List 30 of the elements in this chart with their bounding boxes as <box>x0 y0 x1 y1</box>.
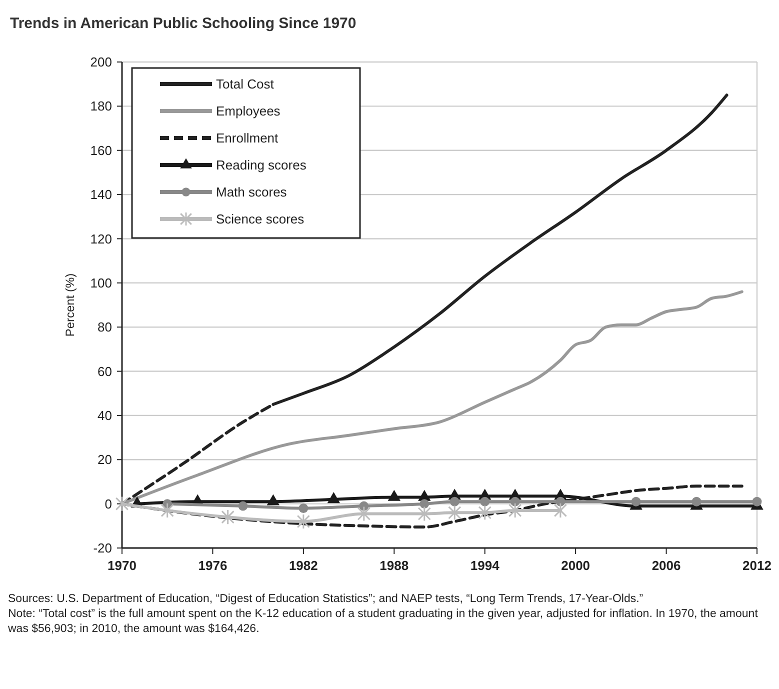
y-tick-label: 120 <box>90 231 112 246</box>
legend-label: Reading scores <box>216 158 307 173</box>
text: Note: “Total cost” is the full amount spent on the K-12 education of a student graduating in the given year, adjusted for inflation. In 1970, the amount was $56,903; in 2010, the amount was $164,426. <box>8 607 759 637</box>
x-tick-label: 1982 <box>288 558 318 573</box>
y-tick-label: 0 <box>104 496 112 512</box>
y-tick-label: 140 <box>90 187 112 202</box>
y-tick-label: 20 <box>98 452 112 468</box>
x-tick-label: 2006 <box>652 558 681 573</box>
x-tick-label: 2012 <box>742 558 772 573</box>
source-note: Sources: U.S. Department of Education, “Digest of Education Statistics”; and NAEP tests, “Long Term Trends, 17-Year-Olds.” <box>8 592 644 607</box>
x-tick-label: 1994 <box>470 558 500 573</box>
x-tick-label: 1976 <box>198 558 228 573</box>
legend-label: Math scores <box>216 184 288 200</box>
legend-label: Enrollment <box>216 130 279 146</box>
y-tick-label: 60 <box>98 364 112 379</box>
legend-label: Science scores <box>216 212 305 227</box>
y-tick-label: 200 <box>90 54 112 70</box>
x-tick-label: 1970 <box>108 558 136 573</box>
y-tick-label: 80 <box>98 320 112 335</box>
y-tick-label: 100 <box>90 275 112 290</box>
x-tick-label: 2000 <box>561 558 590 573</box>
legend-label: Employees <box>216 104 281 119</box>
y-tick-label: -20 <box>93 540 112 556</box>
y-tick-label: 160 <box>90 142 112 158</box>
chart-title: Trends in American Public Schooling Since 1970 <box>10 15 356 32</box>
y-tick-label: 40 <box>98 408 112 424</box>
x-tick-label: 1988 <box>380 558 409 573</box>
legend-label: Total Cost <box>216 76 274 92</box>
y-tick-label: 180 <box>90 98 112 114</box>
y-axis-title: Percent (%) <box>63 273 77 337</box>
